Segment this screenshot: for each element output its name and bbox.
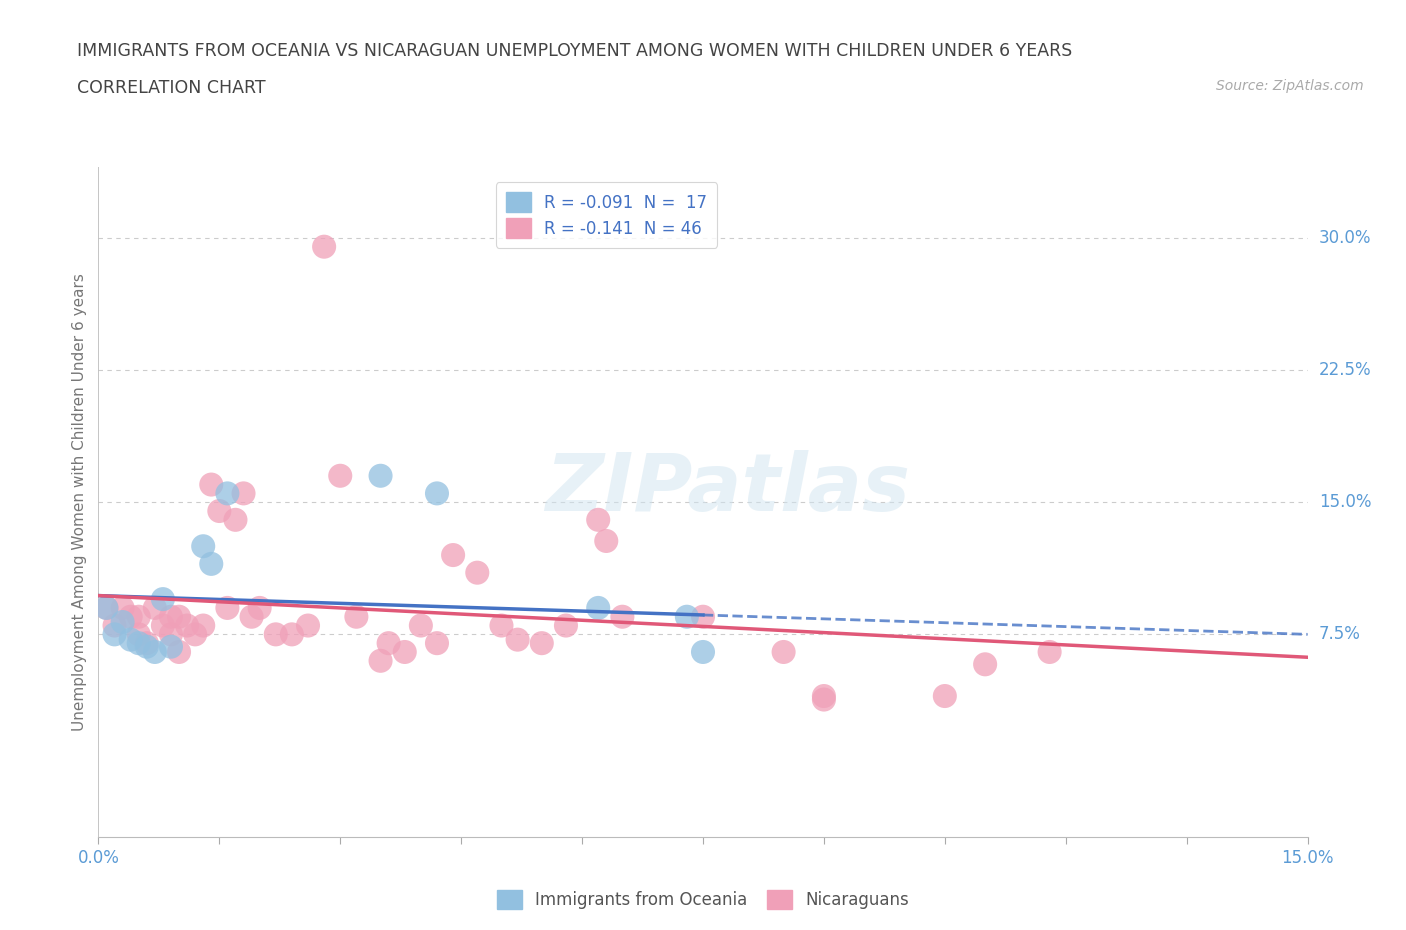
Point <box>813 692 835 707</box>
Point <box>370 469 392 484</box>
Point <box>240 609 263 624</box>
Point <box>167 609 190 624</box>
Point <box>184 627 207 642</box>
Point <box>974 657 997 671</box>
Point <box>135 636 157 651</box>
Point <box>264 627 287 642</box>
Point <box>586 512 609 527</box>
Text: 15.0%: 15.0% <box>1319 493 1371 512</box>
Point <box>772 644 794 659</box>
Point <box>128 627 150 642</box>
Point <box>491 618 513 633</box>
Point <box>96 601 118 616</box>
Point <box>111 601 134 616</box>
Point <box>217 601 239 616</box>
Point <box>314 239 336 254</box>
Point <box>103 627 125 642</box>
Point <box>595 534 617 549</box>
Point <box>281 627 304 642</box>
Point <box>160 639 183 654</box>
Point <box>506 632 529 647</box>
Point <box>193 618 215 633</box>
Point <box>103 618 125 633</box>
Point <box>934 688 956 703</box>
Point <box>813 688 835 703</box>
Point <box>143 601 166 616</box>
Point <box>530 636 553 651</box>
Point <box>676 609 699 624</box>
Point <box>96 601 118 616</box>
Point <box>555 618 578 633</box>
Point <box>160 609 183 624</box>
Point <box>394 644 416 659</box>
Text: 7.5%: 7.5% <box>1319 625 1361 644</box>
Legend: Immigrants from Oceania, Nicaraguans: Immigrants from Oceania, Nicaraguans <box>491 884 915 916</box>
Point <box>111 615 134 630</box>
Point <box>193 538 215 553</box>
Point <box>232 486 254 501</box>
Point <box>612 609 634 624</box>
Point <box>143 644 166 659</box>
Point <box>465 565 488 580</box>
Point <box>586 601 609 616</box>
Point <box>692 609 714 624</box>
Point <box>441 548 464 563</box>
Point <box>200 556 222 571</box>
Point <box>409 618 432 633</box>
Point <box>152 591 174 606</box>
Point <box>160 627 183 642</box>
Point <box>426 636 449 651</box>
Point <box>135 639 157 654</box>
Point <box>1039 644 1062 659</box>
Point <box>208 503 231 518</box>
Point <box>176 618 198 633</box>
Text: CORRELATION CHART: CORRELATION CHART <box>77 79 266 97</box>
Point <box>370 654 392 669</box>
Point <box>152 618 174 633</box>
Point <box>217 486 239 501</box>
Point <box>344 609 367 624</box>
Point <box>128 609 150 624</box>
Point <box>297 618 319 633</box>
Point <box>224 512 246 527</box>
Text: 22.5%: 22.5% <box>1319 361 1371 379</box>
Text: 30.0%: 30.0% <box>1319 229 1371 246</box>
Point <box>167 644 190 659</box>
Text: Source: ZipAtlas.com: Source: ZipAtlas.com <box>1216 79 1364 93</box>
Point <box>120 632 142 647</box>
Point <box>692 644 714 659</box>
Point <box>377 636 399 651</box>
Point <box>329 469 352 484</box>
Point <box>426 486 449 501</box>
Y-axis label: Unemployment Among Women with Children Under 6 years: Unemployment Among Women with Children U… <box>72 273 87 731</box>
Point <box>249 601 271 616</box>
Point <box>200 477 222 492</box>
Text: IMMIGRANTS FROM OCEANIA VS NICARAGUAN UNEMPLOYMENT AMONG WOMEN WITH CHILDREN UND: IMMIGRANTS FROM OCEANIA VS NICARAGUAN UN… <box>77 42 1073 60</box>
Point <box>120 609 142 624</box>
Text: ZIPatlas: ZIPatlas <box>544 450 910 528</box>
Point <box>128 636 150 651</box>
